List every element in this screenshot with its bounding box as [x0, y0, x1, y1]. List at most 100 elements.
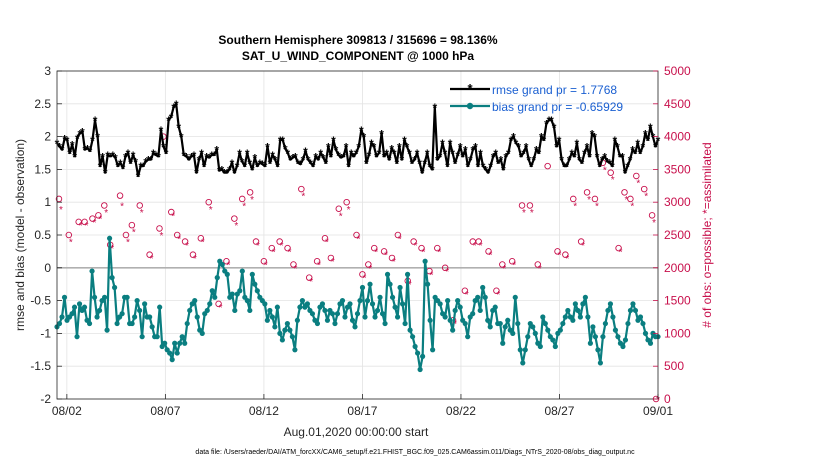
bias-point-110	[329, 311, 336, 317]
bias-point-14	[89, 268, 95, 274]
bias-point-100	[304, 301, 311, 307]
possible-point-67	[577, 238, 585, 245]
assimilated-point-55: *	[489, 251, 493, 262]
possible-point-62	[534, 261, 542, 268]
rmse-point-85: *	[270, 149, 275, 163]
rmse-point-187: *	[529, 160, 534, 174]
rmse-point-188: *	[531, 154, 536, 168]
rmse-point-111: *	[336, 149, 341, 163]
x-tick-label-5: 08/27	[544, 404, 574, 418]
rmse-point-138: *	[405, 140, 410, 154]
bias-point-73	[237, 288, 243, 294]
bias-point-227	[622, 337, 629, 343]
bias-point-119	[352, 324, 358, 330]
rmse-point-102: *	[313, 150, 318, 164]
rmse-point-173: *	[493, 147, 498, 161]
possible-point-0	[55, 195, 63, 203]
rmse-point-213: *	[595, 150, 600, 164]
bias-point-234	[640, 320, 646, 327]
possible-point-30	[284, 244, 291, 252]
rmse-point-228: *	[633, 147, 638, 161]
bias-point-195	[542, 320, 548, 327]
rmse-point-71: *	[235, 160, 240, 174]
rmse-point-222: *	[618, 150, 623, 164]
bias-point-86	[269, 314, 275, 320]
rmse-point-96: *	[298, 158, 303, 172]
rmse-point-33: *	[138, 160, 143, 174]
y-left-tick-label-0: -2	[40, 392, 51, 406]
rmse-point-194: *	[547, 114, 552, 128]
bias-point-187	[522, 347, 528, 353]
rmse-point-122: *	[364, 157, 369, 171]
rmse-point-126: *	[374, 150, 379, 164]
rmse-point-203: *	[569, 147, 574, 161]
rmse-point-35: *	[143, 156, 148, 170]
bias-point-60	[204, 307, 210, 314]
possible-point-6	[101, 202, 108, 209]
bias-point-206	[570, 317, 576, 323]
rmse-point-14: *	[90, 134, 95, 148]
rmse-point-100: *	[308, 157, 313, 171]
rmse-point-44: *	[166, 114, 171, 128]
rmse-point-149: *	[433, 101, 438, 115]
assimilated-point-19: *	[209, 205, 213, 216]
assimilated-point-74: *	[644, 192, 648, 203]
bias-point-64	[214, 275, 220, 281]
assimilated-point-0: *	[59, 205, 63, 216]
possible-point-4	[89, 215, 96, 222]
rmse-point-41: *	[159, 124, 164, 138]
rmse-point-230: *	[638, 147, 643, 161]
bias-point-221	[607, 301, 614, 307]
rmse-point-161: *	[463, 144, 468, 158]
rmse-point-127: *	[377, 147, 382, 161]
possible-point-10	[128, 221, 136, 229]
y-left-tick-label-1: -1.5	[30, 359, 51, 373]
possible-point-35	[321, 235, 329, 242]
assimilated-point-9: *	[126, 238, 130, 249]
rmse-point-192: *	[542, 134, 547, 148]
bias-point-56	[194, 314, 200, 320]
rmse-point-2: *	[60, 144, 65, 158]
possible-point-19	[197, 235, 205, 242]
rmse-point-132: *	[389, 142, 394, 156]
possible-point-36	[327, 254, 335, 262]
rmse-point-34: *	[141, 160, 146, 174]
rmse-point-115: *	[346, 160, 351, 174]
rmse-point-112: *	[339, 152, 344, 166]
rmse-point-170: *	[486, 167, 491, 181]
bias-point-223	[612, 327, 619, 333]
possible-point-37	[335, 205, 343, 213]
assimilated-point-67: *	[595, 201, 599, 212]
rmse-point-189: *	[534, 144, 539, 158]
rmse-point-118: *	[354, 147, 359, 161]
rmse-point-202: *	[567, 154, 572, 168]
rmse-point-80: *	[258, 157, 263, 171]
bias-point-58	[199, 330, 205, 336]
rmse-point-84: *	[268, 157, 273, 171]
bias-point-191	[532, 330, 538, 336]
assimilated-point-29: *	[288, 247, 292, 258]
assimilated-point-15: *	[177, 234, 181, 245]
bias-point-214	[590, 324, 596, 330]
rmse-point-53: *	[189, 150, 194, 164]
assimilated-point-61: *	[538, 264, 542, 275]
bias-point-94	[289, 334, 295, 340]
rmse-point-6: *	[70, 138, 75, 152]
bias-point-13	[86, 320, 93, 327]
bias-point-158	[450, 327, 456, 333]
bias-point-203	[562, 314, 568, 320]
bias-point-184	[515, 320, 521, 327]
rmse-point-201: *	[564, 160, 569, 174]
rmse-point-180: *	[511, 131, 516, 145]
assimilated-point-4: *	[92, 218, 96, 229]
bias-point-49	[177, 340, 183, 346]
bias-point-212	[585, 314, 591, 320]
rmse-point-16: *	[95, 131, 100, 145]
possible-point-63	[544, 162, 551, 170]
rmse-point-27: *	[123, 150, 128, 164]
rmse-point-52: *	[187, 154, 192, 168]
bias-point-34	[139, 334, 145, 340]
bias-point-202	[560, 320, 566, 327]
data-file-caption: data file: /Users/raeder/DAI/ATM_forcXX/…	[195, 449, 635, 456]
bias-point-11	[81, 304, 88, 310]
